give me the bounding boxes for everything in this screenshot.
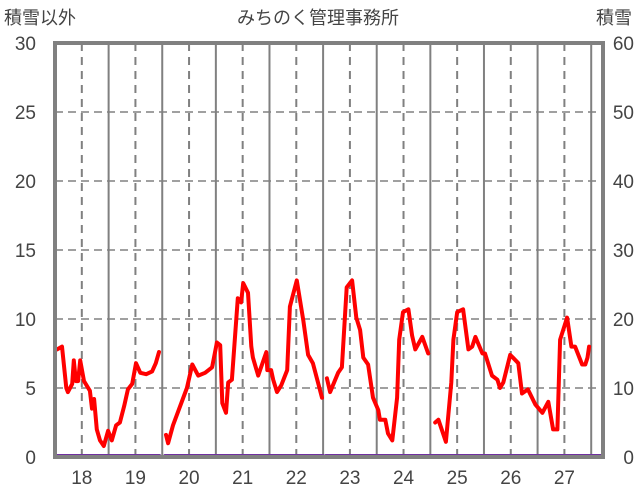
y-tick-right: 40 <box>613 172 634 193</box>
x-tick: 23 <box>339 468 360 489</box>
x-tick: 22 <box>286 468 307 489</box>
chart-title: みちのく管理事務所 <box>237 8 399 29</box>
x-tick: 19 <box>125 468 146 489</box>
y-tick-left: 20 <box>15 172 36 193</box>
main-series-line <box>324 278 431 443</box>
y-tick-left: 10 <box>15 310 36 331</box>
main-series-line <box>433 307 592 444</box>
y-tick-right: 50 <box>613 103 634 124</box>
main-series-line <box>164 278 324 446</box>
x-tick: 20 <box>178 468 199 489</box>
y-tick-left: 15 <box>15 241 36 262</box>
y-tick-left: 0 <box>25 448 36 469</box>
x-tick: 27 <box>554 468 575 489</box>
y-tick-left: 5 <box>25 379 36 400</box>
y-tick-left: 30 <box>15 34 36 55</box>
plot-frame <box>53 41 605 459</box>
y-tick-left: 25 <box>15 103 36 124</box>
y-tick-right: 30 <box>613 241 634 262</box>
y-tick-right: 60 <box>613 34 634 55</box>
left-axis-label: 積雪以外 <box>4 8 76 29</box>
main-series-line <box>55 344 161 448</box>
right-axis-label: 積雪 <box>596 8 632 29</box>
x-tick: 25 <box>447 468 468 489</box>
x-tick: 26 <box>500 468 521 489</box>
x-tick: 24 <box>393 468 415 489</box>
y-tick-right: 20 <box>613 310 634 331</box>
y-tick-right: 10 <box>613 379 634 400</box>
series-lines <box>53 278 605 457</box>
grid <box>55 43 603 457</box>
tick-labels: 0 5 10 15 20 25 30 0 10 20 30 40 50 60 18 19 20 21 22 23 24 2… <box>15 34 634 489</box>
x-tick: 18 <box>71 468 92 489</box>
y-tick-right: 0 <box>623 448 634 469</box>
x-tick: 21 <box>232 468 253 489</box>
